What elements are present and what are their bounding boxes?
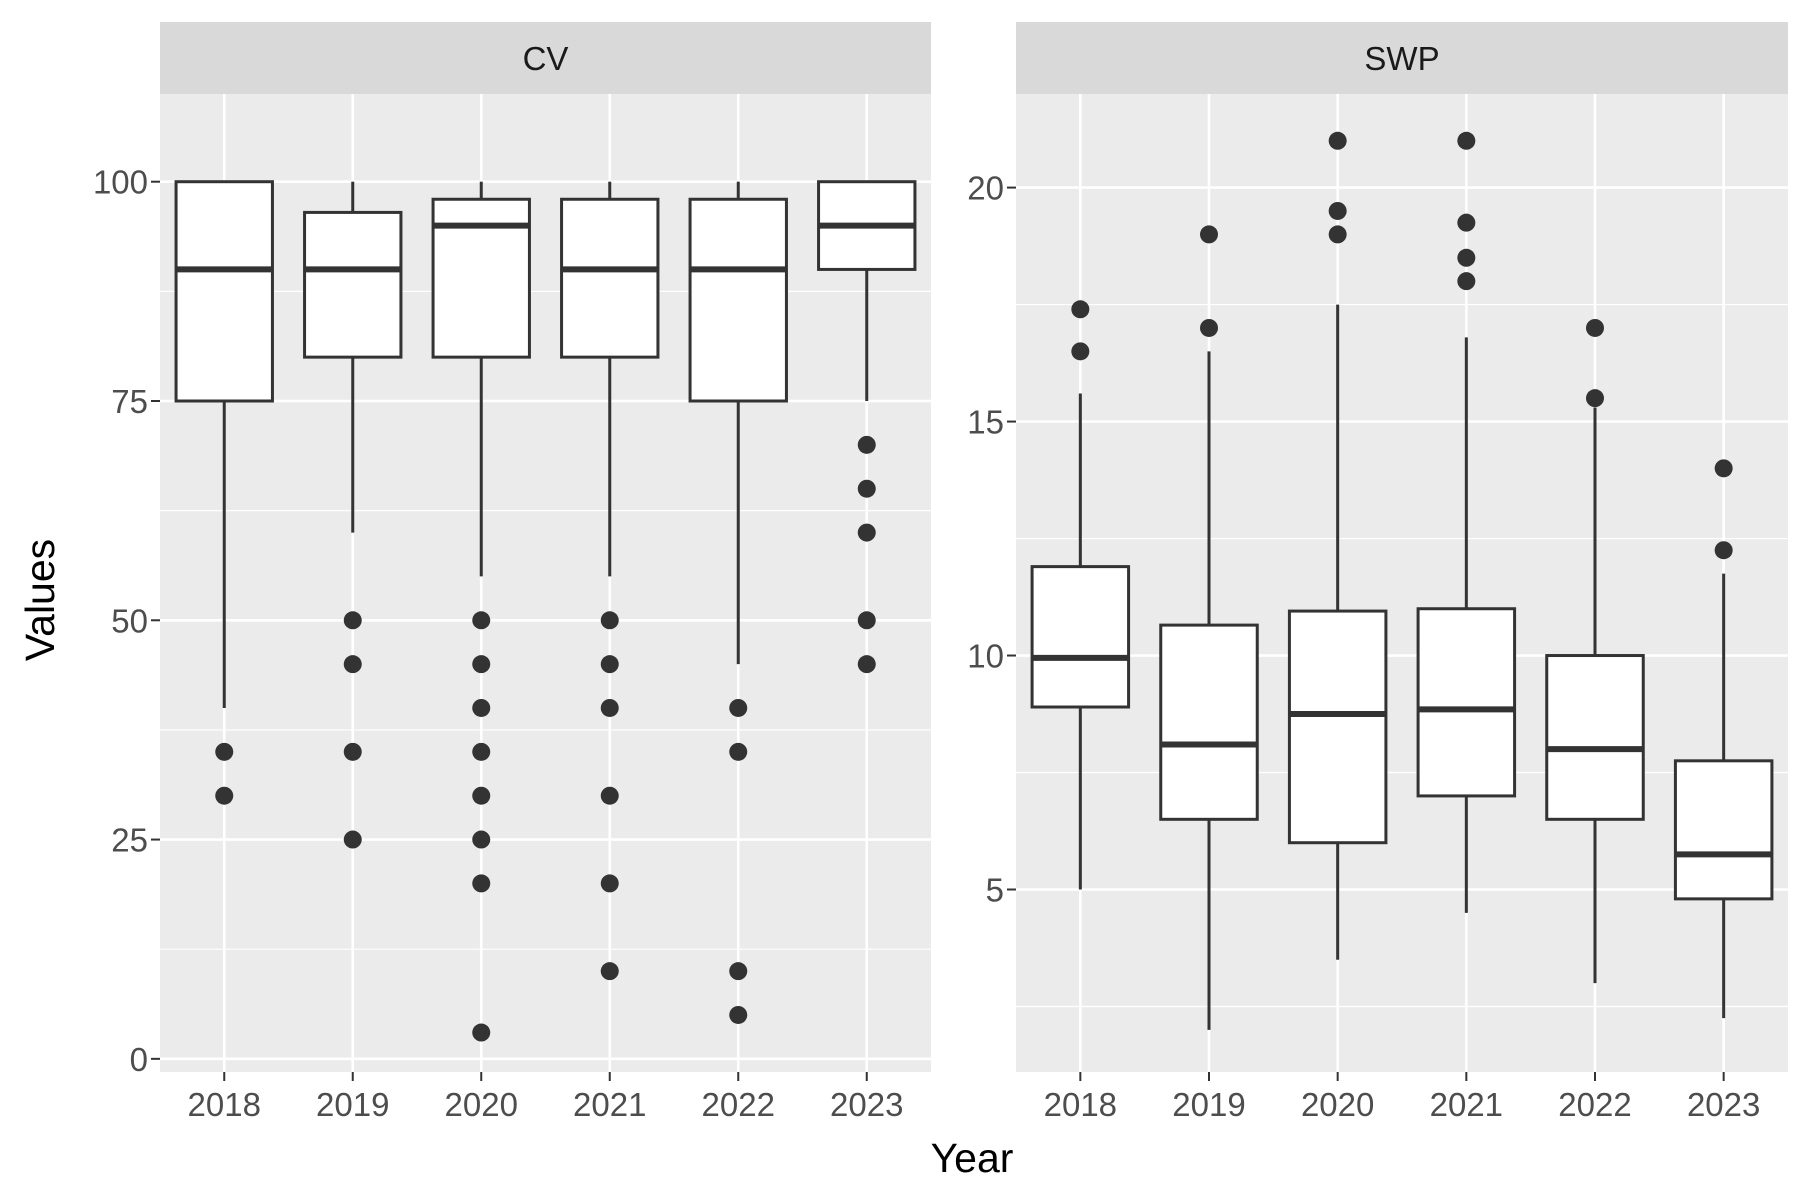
outlier-point (1071, 342, 1090, 361)
facet-strip-label: SWP (1364, 40, 1439, 77)
box-2023 (1673, 459, 1774, 1019)
outlier-point (1328, 201, 1347, 220)
facet-strip-label: CV (523, 40, 569, 77)
outlier-point (857, 435, 876, 454)
outlier-point (1457, 248, 1476, 267)
outlier-point (857, 611, 876, 630)
x-tick-label: 2020 (1301, 1086, 1374, 1123)
x-tick-label: 2018 (1044, 1086, 1117, 1123)
outlier-point (1328, 131, 1347, 150)
outlier-point (600, 698, 619, 717)
box-2020 (1287, 131, 1388, 960)
y-tick-label: 5 (986, 872, 1004, 909)
box-2019 (303, 181, 403, 849)
facet-strip (1016, 22, 1788, 94)
outlier-point (472, 742, 491, 761)
outlier-point (857, 479, 876, 498)
outlier-point (1200, 318, 1218, 337)
outlier-point (600, 611, 619, 630)
outlier-point (1071, 300, 1090, 319)
box-2021 (560, 181, 660, 981)
box-2018 (1030, 300, 1131, 890)
outlier-point (729, 1005, 748, 1024)
outlier-point (729, 742, 748, 761)
box-2018 (174, 180, 274, 805)
outlier-point (600, 874, 619, 893)
outlier-point (600, 962, 619, 981)
outlier-point (1457, 272, 1476, 291)
outlier-point (472, 698, 491, 717)
x-tick-label: 2020 (445, 1086, 518, 1123)
box-2023 (817, 180, 917, 674)
box-body (560, 197, 660, 359)
y-tick-label: 15 (967, 404, 1004, 441)
y-tick-label: 100 (93, 164, 148, 201)
facet-panels: CV 0 25 50 75 100 2018 2019 2020 2021 2022 2023 SWP 5… (93, 22, 1788, 1123)
outlier-point (343, 655, 362, 674)
outlier-point (472, 1023, 491, 1042)
box-body (1287, 609, 1388, 845)
outlier-point (600, 786, 619, 805)
x-tick-label: 2019 (316, 1086, 389, 1123)
outlier-point (857, 655, 876, 674)
outlier-point (1328, 225, 1347, 244)
y-tick-label: 25 (111, 822, 148, 859)
outlier-point (472, 611, 491, 630)
outlier-point (729, 962, 748, 981)
outlier-point (343, 830, 362, 849)
outlier-point (857, 523, 876, 542)
outlier-point (729, 698, 748, 717)
y-tick-label: 0 (130, 1041, 148, 1078)
x-tick-label: 2022 (1558, 1086, 1631, 1123)
outlier-point (1586, 318, 1604, 337)
facet-panel-cv: CV 0 25 50 75 100 2018 2019 2020 2021 2022 2023 (93, 22, 931, 1123)
box-body (688, 197, 788, 403)
x-tick-label: 2022 (702, 1086, 775, 1123)
x-tick-label: 2021 (1430, 1086, 1503, 1123)
box-2020 (431, 181, 531, 1042)
outlier-point (343, 742, 362, 761)
y-axis-title: Values (17, 539, 63, 661)
y-tick-label: 20 (967, 170, 1004, 207)
facet-strip (160, 22, 931, 94)
y-tick-label: 10 (967, 638, 1004, 675)
y-tick-label: 75 (111, 383, 148, 420)
outlier-point (215, 742, 234, 761)
x-tick-label: 2021 (573, 1086, 646, 1123)
box-2022 (688, 181, 788, 1024)
box-2021 (1416, 131, 1517, 913)
panel-background (160, 94, 931, 1072)
y-tick-label: 50 (111, 602, 148, 639)
box-2022 (1545, 318, 1645, 984)
x-tick-label: 2023 (1687, 1086, 1760, 1123)
box-body (303, 210, 403, 359)
outlier-point (600, 655, 619, 674)
panel-background (1016, 94, 1788, 1072)
outlier-point (472, 786, 491, 805)
box-body (174, 180, 274, 403)
x-tick-label: 2023 (830, 1086, 903, 1123)
outlier-point (343, 611, 362, 630)
box-body (1545, 654, 1645, 821)
outlier-point (1586, 389, 1604, 408)
box-body (1030, 565, 1131, 709)
outlier-point (1457, 213, 1476, 232)
outlier-point (472, 830, 491, 849)
x-tick-label: 2018 (188, 1086, 261, 1123)
outlier-point (472, 655, 491, 674)
outlier-point (1714, 541, 1733, 560)
box-body (1416, 607, 1517, 798)
outlier-point (1457, 131, 1476, 150)
outlier-point (472, 874, 491, 893)
box-body (1159, 623, 1259, 821)
outlier-point (1200, 225, 1218, 244)
box-2019 (1159, 225, 1259, 1030)
outlier-point (215, 786, 234, 805)
x-tick-label: 2019 (1172, 1086, 1245, 1123)
outlier-point (1714, 459, 1733, 478)
facet-panel-swp: SWP 5 10 15 20 2018 2019 2020 2021 2022 2023 (967, 22, 1788, 1123)
box-body (1673, 759, 1774, 901)
x-axis-title: Year (931, 1135, 1014, 1181)
